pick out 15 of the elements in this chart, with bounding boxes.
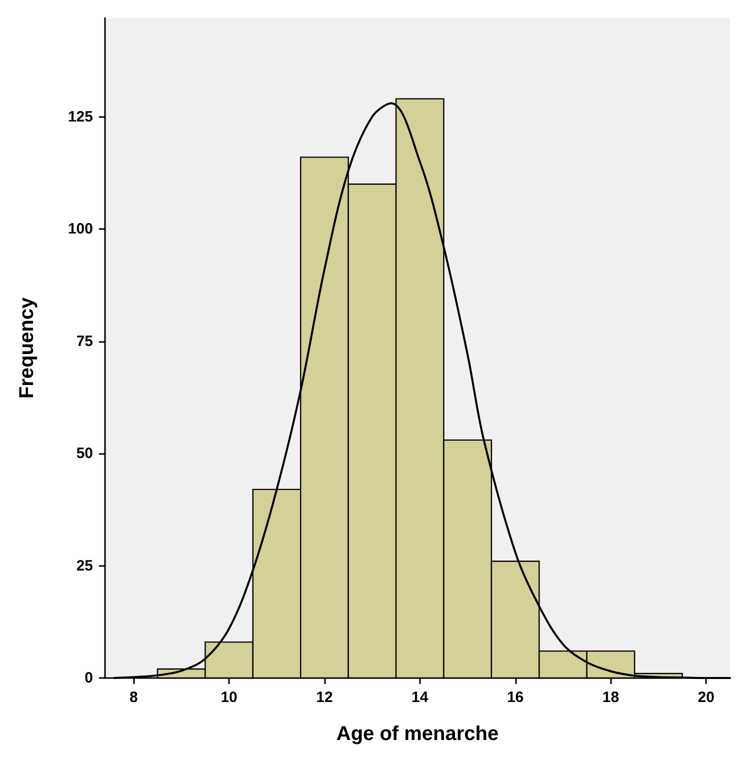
x-tick-label: 10 — [220, 689, 238, 706]
x-tick-label: 18 — [602, 689, 620, 706]
y-axis-title: Frequency — [16, 296, 38, 399]
x-axis-title: Age of menarche — [336, 723, 499, 745]
x-tick-label: 20 — [698, 689, 714, 706]
y-tick-label: 25 — [76, 557, 93, 574]
x-tick-label: 14 — [412, 689, 429, 706]
y-tick-label: 125 — [68, 108, 93, 126]
y-tick-label: 75 — [76, 332, 93, 350]
x-tick-label: 16 — [506, 689, 524, 706]
x-tick-label: 12 — [316, 689, 333, 706]
x-tick-label: 8 — [129, 689, 138, 706]
y-tick-label: 100 — [68, 220, 93, 238]
y-tick-label: 0 — [84, 670, 93, 686]
y-tick-label: 50 — [76, 445, 93, 462]
